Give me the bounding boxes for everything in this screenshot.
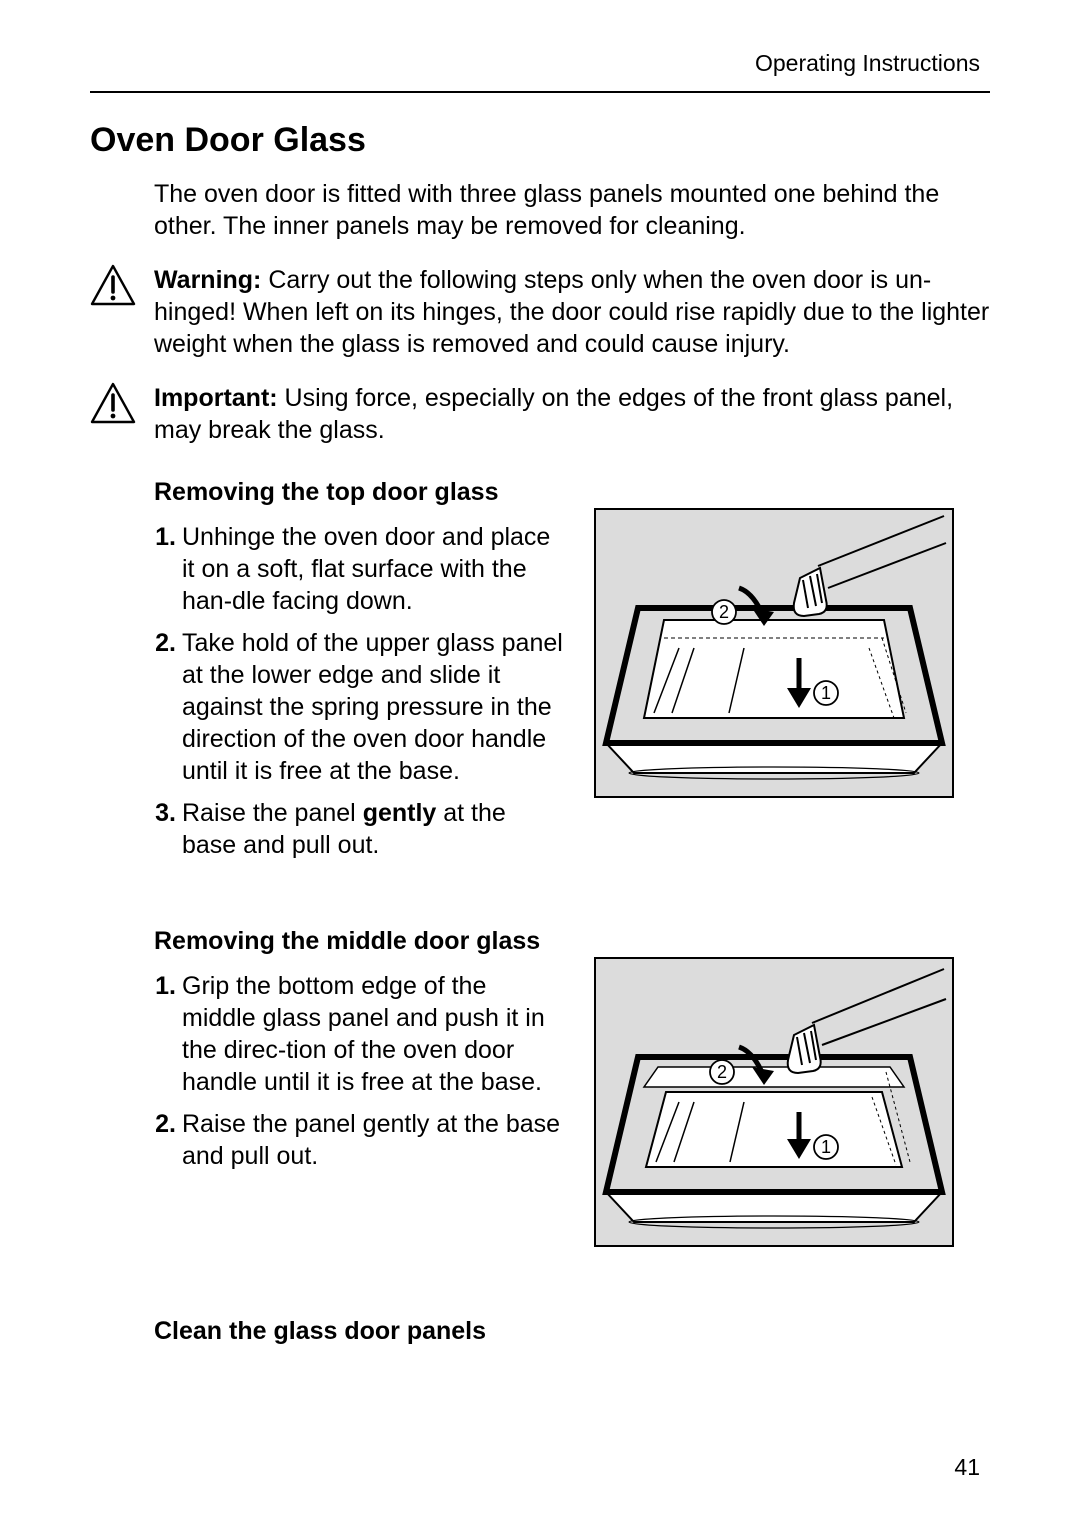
list-item: Raise the panel gently at the base and p… bbox=[154, 1108, 564, 1172]
important-icon bbox=[90, 382, 136, 424]
section-title: Removing the middle door glass bbox=[154, 927, 564, 956]
section-text: Removing the top door glass Unhinge the … bbox=[154, 478, 564, 871]
callout-label: 1 bbox=[821, 683, 831, 703]
figure-top-glass: 1 2 bbox=[594, 508, 954, 798]
intro-paragraph: The oven door is fitted with three glass… bbox=[154, 178, 990, 242]
warning-icon bbox=[90, 264, 136, 306]
page-title: Oven Door Glass bbox=[90, 121, 990, 160]
running-head: Operating Instructions bbox=[90, 50, 990, 91]
figure-middle-glass: 1 2 bbox=[594, 957, 954, 1247]
section-remove-top: Removing the top door glass Unhinge the … bbox=[154, 478, 990, 871]
callout-label: 2 bbox=[719, 602, 729, 622]
page: Operating Instructions Oven Door Glass T… bbox=[0, 0, 1080, 1529]
callout-label: 2 bbox=[717, 1062, 727, 1082]
list-item: Unhinge the oven door and place it on a … bbox=[154, 521, 564, 617]
section-remove-middle: Removing the middle door glass Grip the … bbox=[154, 927, 990, 1247]
list-item: Take hold of the upper glass panel at th… bbox=[154, 627, 564, 787]
warning-label: Warning: bbox=[154, 266, 261, 294]
section-title: Removing the top door glass bbox=[154, 478, 564, 507]
warning-body: Carry out the following steps only when … bbox=[154, 266, 989, 358]
header-rule bbox=[90, 91, 990, 93]
section-clean-title: Clean the glass door panels bbox=[154, 1317, 990, 1346]
important-block: Important: Using force, especially on th… bbox=[90, 382, 990, 446]
warning-text: Warning: Carry out the following steps o… bbox=[154, 264, 990, 360]
important-text: Important: Using force, especially on th… bbox=[154, 382, 990, 446]
section1-steps: Unhinge the oven door and place it on a … bbox=[154, 521, 564, 861]
list-item: Grip the bottom edge of the middle glass… bbox=[154, 970, 564, 1098]
section2-steps: Grip the bottom edge of the middle glass… bbox=[154, 970, 564, 1172]
important-label: Important: bbox=[154, 384, 278, 412]
callout-label: 1 bbox=[821, 1137, 831, 1157]
section-text: Removing the middle door glass Grip the … bbox=[154, 927, 564, 1182]
page-number: 41 bbox=[954, 1454, 980, 1481]
warning-block: Warning: Carry out the following steps o… bbox=[90, 264, 990, 360]
list-item: Raise the panel gently at the base and p… bbox=[154, 797, 564, 861]
